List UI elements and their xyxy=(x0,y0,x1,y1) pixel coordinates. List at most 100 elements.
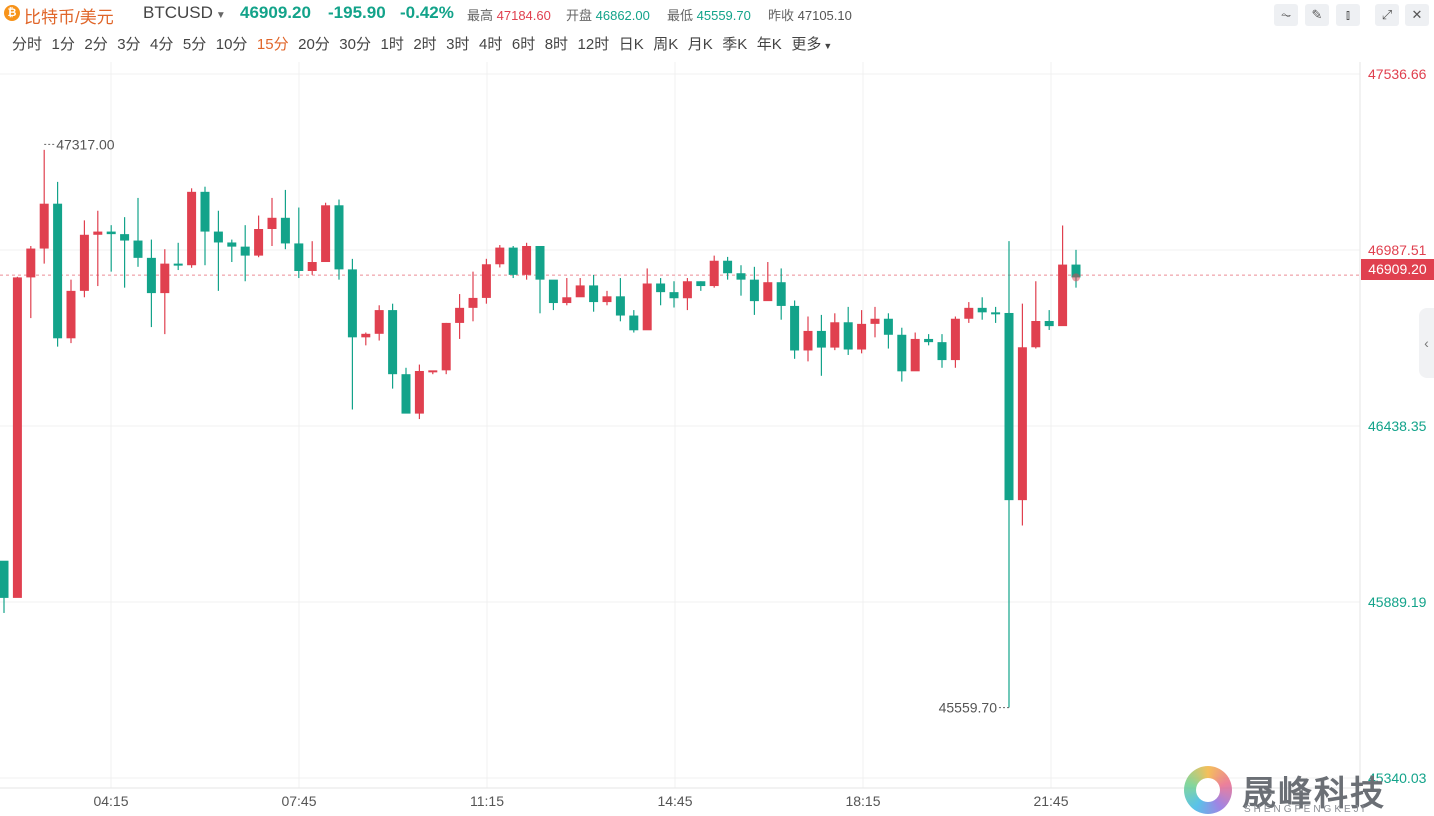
candle-body xyxy=(414,370,424,414)
period-tab[interactable]: 2分 xyxy=(84,36,108,53)
period-tab[interactable]: 年K xyxy=(756,36,782,53)
stat-open: 开盘 46862.00 xyxy=(566,8,650,23)
x-tick-label: 07:45 xyxy=(281,793,316,809)
caret-down-icon: ▼ xyxy=(823,41,833,51)
period-tab[interactable]: 季K xyxy=(722,36,748,53)
candle-body xyxy=(991,312,1001,315)
period-tab[interactable]: 月K xyxy=(687,36,713,53)
candle-body xyxy=(374,310,384,334)
period-tab[interactable]: 12时 xyxy=(577,36,610,53)
candle-body xyxy=(347,269,357,338)
candle-body xyxy=(388,310,398,375)
period-tab[interactable]: 2时 xyxy=(413,36,437,53)
candle-body xyxy=(548,279,558,304)
x-tick-label: 14:45 xyxy=(657,793,692,809)
more-periods-button[interactable]: 更多 ▼ xyxy=(791,33,832,53)
candle-body xyxy=(120,234,130,241)
candle-body xyxy=(361,333,371,338)
candle-body xyxy=(642,283,652,331)
candle-body xyxy=(977,307,987,313)
candle-body xyxy=(615,296,625,316)
caret-down-icon: ▼ xyxy=(215,10,226,21)
candle-body xyxy=(468,297,478,308)
line-chart-icon[interactable]: ⏦ xyxy=(1274,4,1298,26)
candle-body xyxy=(790,305,800,351)
candlestick-icon[interactable]: ⫾ xyxy=(1336,4,1360,26)
period-tab[interactable]: 6时 xyxy=(511,36,536,53)
candle-body xyxy=(334,205,344,270)
close-icon[interactable]: ✕ xyxy=(1405,4,1429,26)
candle-body xyxy=(1044,320,1054,327)
candle-body xyxy=(857,323,867,350)
draw-pen-icon[interactable]: ✎ xyxy=(1305,4,1329,26)
candle-body xyxy=(79,234,89,291)
candle-body xyxy=(240,246,250,256)
last-price: 46909.20 xyxy=(240,3,311,22)
quote-header: ₿ 比特币/美元 BTCUSD ▼ 46909.20 -195.90 -0.42%… xyxy=(0,0,1434,27)
candlestick-chart[interactable]: 47536.66 46987.51 46438.35 45889.19 45340.03… xyxy=(0,62,1434,816)
candle-body xyxy=(53,203,63,339)
symbol-selector[interactable]: BTCUSD ▼ xyxy=(143,3,226,23)
candle-body xyxy=(669,292,679,299)
candle-body xyxy=(481,264,491,298)
period-tab[interactable]: 8时 xyxy=(544,36,569,53)
period-tab[interactable]: 周K xyxy=(653,36,679,53)
y-tick-label: 47536.66 xyxy=(1368,66,1427,82)
candle-body xyxy=(803,330,813,351)
period-tab[interactable]: 15分 xyxy=(256,36,289,53)
candle-body xyxy=(830,322,840,348)
period-tab[interactable]: 10分 xyxy=(215,36,248,53)
x-tick-label: 04:15 xyxy=(93,793,128,809)
live-price-dot xyxy=(1072,273,1080,282)
x-tick-label: 18:15 xyxy=(845,793,880,809)
fullscreen-icon[interactable]: ⤢ xyxy=(1375,4,1399,26)
period-tab[interactable]: 3分 xyxy=(117,36,141,53)
candle-body xyxy=(682,281,692,299)
candle-body xyxy=(870,318,880,324)
candle-body xyxy=(254,229,264,256)
logo-icon xyxy=(1184,766,1232,814)
period-tab[interactable]: 20分 xyxy=(298,36,330,53)
candle-body xyxy=(160,263,170,294)
period-tab[interactable]: 30分 xyxy=(339,36,371,53)
candle-body xyxy=(307,262,317,271)
candle-body xyxy=(749,279,759,302)
candle-body xyxy=(535,245,545,280)
candle-body xyxy=(763,282,773,302)
candle-body xyxy=(294,243,304,271)
candle-body xyxy=(562,297,572,304)
candle-body xyxy=(950,318,960,361)
x-tick-label: 11:15 xyxy=(470,793,504,809)
candle-body xyxy=(709,260,719,287)
y-tick-label: 46438.35 xyxy=(1368,418,1427,434)
candle-body xyxy=(897,334,907,372)
candle-body xyxy=(267,217,277,230)
candle-body xyxy=(575,285,585,298)
y-tick-label: 46987.51 xyxy=(1368,242,1427,258)
period-tab[interactable]: 日K xyxy=(618,36,644,53)
candle-body xyxy=(12,277,22,598)
candle-body xyxy=(883,318,893,335)
period-tab[interactable]: 4时 xyxy=(479,36,503,53)
last-price-tag: 46909.20 xyxy=(1361,259,1434,280)
candle-body xyxy=(0,560,9,598)
candle-body xyxy=(816,330,826,348)
more-label: 更多 xyxy=(791,36,822,53)
candle-body xyxy=(589,285,599,303)
stat-prev-close: 昨收 47105.10 xyxy=(768,8,852,23)
candle-body xyxy=(924,338,934,343)
period-tab[interactable]: 4分 xyxy=(150,36,174,53)
candle-body xyxy=(696,281,706,287)
x-tick-label: 21:45 xyxy=(1033,793,1068,809)
period-tab[interactable]: 1时 xyxy=(380,36,404,53)
symbol-name: 比特币/美元 xyxy=(24,8,114,27)
period-tab[interactable]: 分时 xyxy=(12,36,43,53)
period-tab[interactable]: 3时 xyxy=(446,36,470,53)
chevron-left-icon[interactable]: ‹ xyxy=(1419,308,1434,378)
min-price-label: 45559.70 xyxy=(939,700,998,716)
candle-body xyxy=(522,245,532,275)
period-tab[interactable]: 1分 xyxy=(51,36,75,53)
period-tab[interactable]: 5分 xyxy=(182,36,207,53)
candle-body xyxy=(736,273,746,280)
candle-body xyxy=(428,370,438,373)
